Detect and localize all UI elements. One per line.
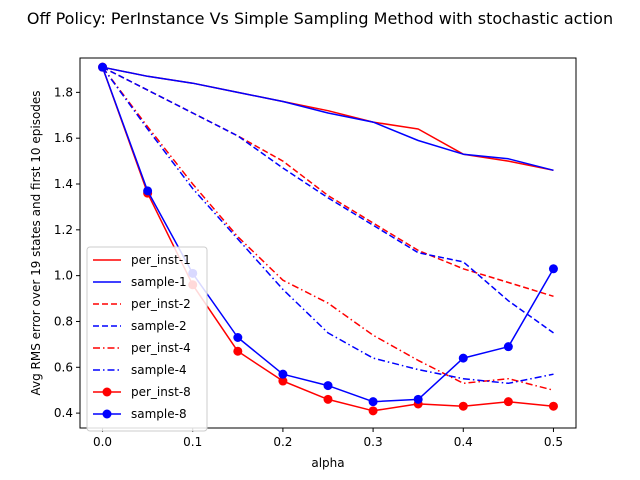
data-point-sample-8 — [503, 342, 513, 352]
y-tick-label: 1.2 — [54, 223, 73, 237]
legend-label-per-inst-1: per_inst-1 — [131, 253, 191, 267]
x-tick-label: 0.1 — [183, 435, 202, 449]
legend-label-sample-8: sample-8 — [131, 407, 187, 421]
y-tick-label: 1.0 — [54, 269, 73, 283]
data-point-sample-8 — [143, 186, 153, 196]
legend-label-per-inst-2: per_inst-2 — [131, 297, 191, 311]
legend-label-per-inst-4: per_inst-4 — [131, 341, 191, 355]
data-point-per-inst-8 — [503, 397, 513, 407]
legend-label-per-inst-8: per_inst-8 — [131, 385, 191, 399]
data-point-per-inst-8 — [548, 401, 558, 411]
series-line-sample-1 — [102, 66, 554, 172]
x-tick-label: 0.0 — [93, 435, 112, 449]
data-point-sample-8 — [458, 353, 468, 363]
data-point-sample-8 — [413, 394, 423, 404]
legend: per_inst-1 sample-1 per_inst-2 sample-2 per_… — [86, 246, 208, 432]
data-point-sample-8 — [98, 62, 108, 72]
data-point-sample-8 — [233, 333, 243, 343]
y-tick-label: 0.8 — [54, 314, 73, 328]
data-point-per-inst-8 — [458, 401, 468, 411]
data-point-sample-8 — [323, 381, 333, 391]
y-tick-label: 1.4 — [54, 177, 73, 191]
x-axis-label: alpha — [311, 456, 344, 470]
x-tick-label: 0.2 — [273, 435, 292, 449]
y-axis-label: Avg RMS error over 19 states and first 1… — [29, 90, 43, 395]
legend-label-sample-4: sample-4 — [131, 363, 187, 377]
y-tick-label: 0.6 — [54, 360, 73, 374]
x-axis: 0.0 0.1 0.2 0.3 0.4 0.5 — [93, 428, 563, 449]
data-point-per-inst-8 — [368, 406, 378, 416]
data-point-sample-8 — [368, 397, 378, 407]
legend-box — [86, 246, 208, 432]
series-line-per-inst-4 — [101, 66, 554, 391]
y-axis: 0.4 0.6 0.8 1.0 1.2 1.4 1.6 1.8 — [54, 85, 80, 420]
legend-label-sample-1: sample-1 — [131, 275, 187, 289]
series-layer — [98, 62, 558, 416]
y-tick-label: 0.4 — [54, 406, 73, 420]
chart-title: Off Policy: PerInstance Vs Simple Sampli… — [27, 9, 613, 28]
data-point-per-inst-8 — [278, 376, 288, 386]
data-point-per-inst-8 — [233, 346, 243, 356]
data-point-per-inst-8 — [323, 394, 333, 404]
y-tick-label: 1.8 — [54, 85, 73, 99]
legend-marker-sample-8 — [102, 409, 112, 419]
plot-frame — [79, 57, 577, 429]
series-line-sample-2 — [102, 66, 554, 334]
x-tick-label: 0.5 — [544, 435, 563, 449]
legend-marker-per-inst-8 — [102, 387, 112, 397]
x-tick-label: 0.4 — [454, 435, 473, 449]
series-line-sample-4 — [101, 66, 554, 385]
x-tick-label: 0.3 — [364, 435, 383, 449]
data-point-sample-8 — [548, 264, 558, 274]
data-point-sample-8 — [278, 369, 288, 379]
y-tick-label: 1.6 — [54, 131, 73, 145]
legend-label-sample-2: sample-2 — [131, 319, 187, 333]
